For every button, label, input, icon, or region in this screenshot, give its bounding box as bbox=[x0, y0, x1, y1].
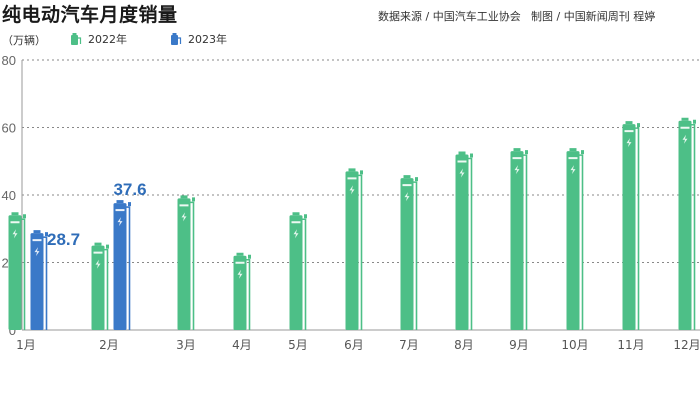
bar-2022 bbox=[177, 195, 195, 330]
data-label-2023: 28.7 bbox=[47, 230, 80, 249]
y-tick-label: 60 bbox=[2, 121, 16, 136]
battery-green-icon bbox=[71, 33, 82, 45]
legend-label-2022: 2022年 bbox=[88, 33, 127, 46]
y-axis-unit: （万辆） bbox=[2, 34, 46, 47]
x-tick-label: 8月 bbox=[454, 338, 474, 352]
bar-2022 bbox=[289, 212, 307, 330]
x-tick-label: 4月 bbox=[232, 338, 252, 352]
chart-title: 纯电动汽车月度销量 bbox=[2, 4, 178, 26]
x-tick-label: 9月 bbox=[509, 338, 529, 352]
legend-item-2022: 2022年 bbox=[70, 31, 127, 47]
bar-2023 bbox=[113, 200, 131, 330]
bar-2022 bbox=[622, 121, 640, 330]
x-tick-label: 2月 bbox=[99, 338, 119, 352]
legend-item-2023: 2023年 bbox=[170, 31, 227, 47]
x-tick-label: 11月 bbox=[617, 338, 644, 352]
data-label-2023: 37.6 bbox=[113, 180, 146, 199]
bar-2023 bbox=[30, 230, 48, 330]
chart-credit: 制图 / 中国新闻周刊 程婷 bbox=[531, 10, 656, 23]
x-tick-label: 1月 bbox=[16, 338, 36, 352]
bar-2022 bbox=[510, 148, 528, 330]
bar-2022 bbox=[233, 252, 251, 330]
bar-2022 bbox=[345, 168, 363, 330]
x-tick-label: 12月 bbox=[673, 338, 700, 352]
x-tick-label: 3月 bbox=[176, 338, 196, 352]
bar-2022 bbox=[455, 151, 473, 330]
bar-2022 bbox=[8, 212, 26, 330]
bar-2022 bbox=[91, 242, 109, 330]
bar-2022 bbox=[678, 117, 696, 330]
data-source: 数据来源 / 中国汽车工业协会 bbox=[378, 10, 521, 23]
y-tick-label: 40 bbox=[2, 188, 16, 203]
x-tick-label: 6月 bbox=[344, 338, 364, 352]
x-tick-label: 10月 bbox=[561, 338, 588, 352]
y-tick-label: 0 bbox=[9, 323, 16, 338]
battery-blue-icon bbox=[171, 33, 182, 45]
bar-2022 bbox=[400, 175, 418, 330]
bar-2022 bbox=[566, 148, 584, 330]
legend-label-2023: 2023年 bbox=[188, 33, 227, 46]
x-tick-label: 5月 bbox=[288, 338, 308, 352]
x-tick-label: 7月 bbox=[399, 338, 419, 352]
y-tick-label: 80 bbox=[2, 53, 16, 68]
